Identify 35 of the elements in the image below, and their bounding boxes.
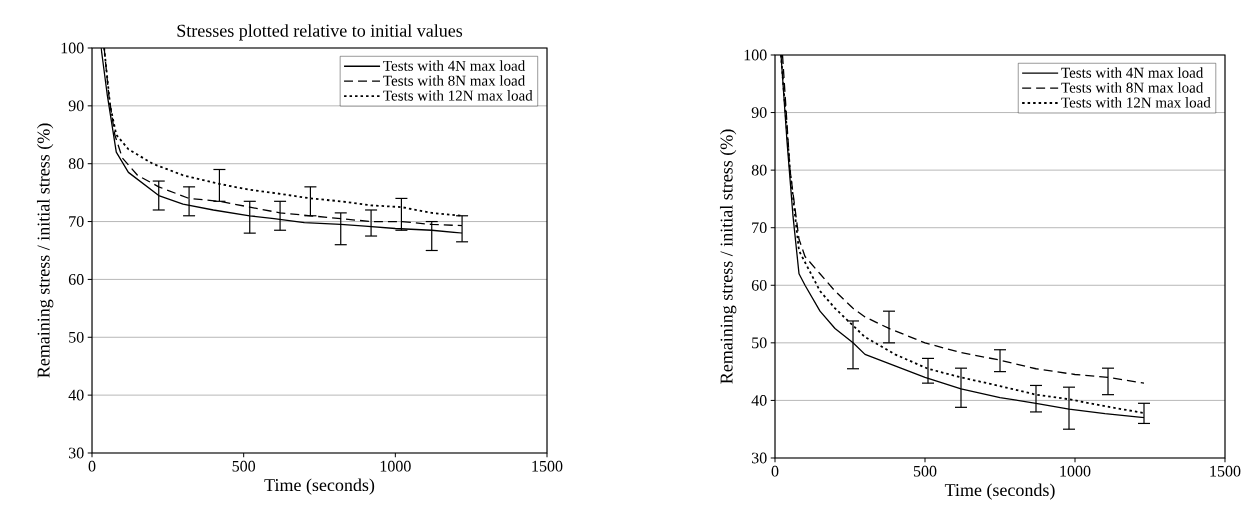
y-axis-title: Remaining stress / initial stress (%)	[719, 129, 737, 384]
y-tick-label: 30	[68, 447, 84, 459]
y-tick-label: 30	[751, 452, 767, 464]
y-tick-label: 60	[751, 279, 767, 291]
y-tick-label: 100	[744, 49, 767, 61]
y-tick-label: 60	[68, 274, 84, 285]
x-tick-label: 1000	[380, 460, 411, 472]
x-tick-label: 1000	[1060, 465, 1091, 477]
x-tick-label: 1500	[532, 460, 563, 472]
legend-label: Tests with 12N max load	[383, 90, 533, 101]
y-tick-label: 70	[752, 222, 767, 234]
y-tick-label: 90	[751, 107, 767, 118]
legend-label: Tests with 8N max load	[1061, 82, 1204, 93]
x-axis-title: Time (seconds)	[264, 478, 375, 495]
legend-label: Tests with 4N max load	[1061, 67, 1204, 78]
y-tick-label: 100	[61, 42, 84, 54]
y-tick-label: 40	[751, 395, 767, 406]
legend-label: Tests with 8N max load	[383, 75, 526, 86]
x-tick-label: 500	[913, 465, 937, 477]
y-tick-label: 50	[752, 337, 767, 349]
y-tick-label: 80	[751, 164, 767, 176]
x-tick-label: 0	[771, 465, 779, 477]
x-tick-label: 500	[232, 460, 256, 472]
y-tick-label: 90	[68, 100, 84, 112]
x-tick-label: 0	[88, 460, 96, 472]
y-tick-label: 50	[69, 331, 84, 343]
x-axis-title: Time (seconds)	[944, 483, 1055, 500]
legend-label: Tests with 12N max load	[1061, 97, 1211, 108]
x-tick-label: 1500	[1210, 465, 1241, 477]
y-tick-label: 70	[69, 216, 84, 227]
y-tick-label: 80	[68, 158, 84, 170]
chart-title: Stresses plotted relative to initial values	[177, 24, 463, 41]
y-axis-title: Remaining stress / initial stress (%)	[36, 123, 54, 378]
legend-label: Tests with 4N max load	[383, 60, 526, 71]
y-tick-label: 40	[68, 389, 84, 401]
